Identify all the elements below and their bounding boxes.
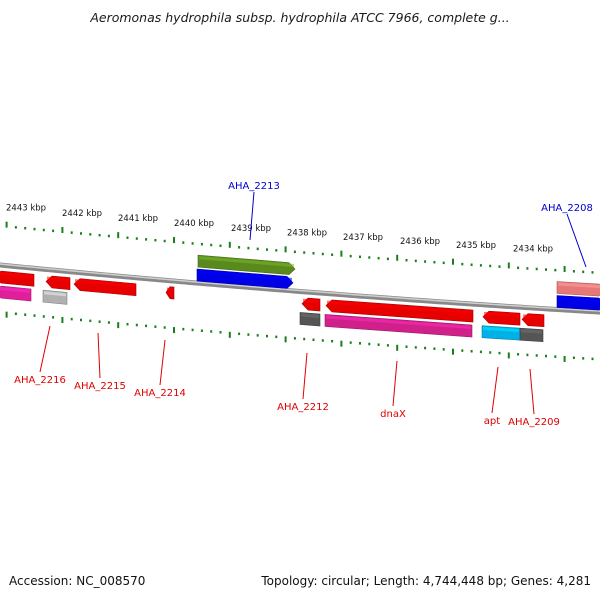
- gene-AHA_2209[interactable]: [521, 313, 545, 328]
- scale-label: 2435 kbp: [456, 241, 496, 251]
- gene-highlight: [327, 300, 472, 315]
- gene-label[interactable]: dnaX: [380, 409, 406, 420]
- gene-dnaX[interactable]: [325, 299, 474, 323]
- scale-label: 2436 kbp: [400, 237, 440, 247]
- gene-label[interactable]: AHA_2215: [74, 381, 126, 392]
- scale-label: 2443 kbp: [6, 204, 46, 214]
- gene-feature[interactable]: [519, 327, 544, 342]
- gene-feature[interactable]: [324, 314, 473, 338]
- scale-label: 2440 kbp: [174, 219, 214, 229]
- gene-highlight: [521, 329, 542, 334]
- gene-label[interactable]: AHA_2209: [508, 417, 560, 428]
- backbone-line: [0, 262, 600, 315]
- gene-highlight: [558, 296, 600, 303]
- genome-backbone: [0, 262, 600, 315]
- gene-feature[interactable]: [0, 270, 35, 287]
- gene-feature[interactable]: [299, 312, 321, 327]
- leader-line: [392, 360, 398, 407]
- gene-feature[interactable]: [0, 285, 32, 302]
- leader-line: [159, 339, 166, 386]
- gene-AHA_2213[interactable]: [197, 254, 296, 275]
- gene-highlight: [0, 286, 30, 293]
- leader-line: [39, 325, 51, 373]
- gene-label[interactable]: AHA_2214: [134, 388, 186, 399]
- gene-highlight: [326, 315, 471, 329]
- gene-highlight: [0, 271, 33, 279]
- leader-line: [566, 213, 587, 268]
- gene-label[interactable]: AHA_2213: [228, 181, 280, 192]
- leader-line: [97, 332, 101, 379]
- gene-label[interactable]: AHA_2208: [541, 203, 593, 214]
- gene-highlight: [47, 276, 69, 282]
- scale-label: 2441 kbp: [118, 214, 158, 224]
- gene-labels[interactable]: AHA_2216 AHA_2215 AHA_2214 AHA_2213 AHA_2212…: [14, 181, 593, 428]
- gene-highlight: [523, 314, 543, 319]
- leader-line: [302, 352, 308, 400]
- gene-highlight: [44, 291, 66, 297]
- scale-label: 2437 kbp: [343, 233, 383, 243]
- gene-highlight: [301, 313, 319, 318]
- genome-summary: Topology: circular; Length: 4,744,448 bp…: [261, 574, 591, 588]
- scale-label: 2434 kbp: [513, 245, 553, 255]
- leader-line: [529, 368, 535, 415]
- gene-feature[interactable]: [42, 289, 68, 305]
- gene-AHA_2208[interactable]: [556, 281, 600, 297]
- gene-feature[interactable]: [196, 268, 294, 289]
- scale-ticks-top: [5, 221, 594, 274]
- gene-highlight: [484, 311, 519, 318]
- gene-highlight: [198, 270, 292, 281]
- backbone-highlight: [0, 263, 600, 312]
- gene-feature[interactable]: [556, 295, 600, 311]
- gene-highlight: [167, 287, 173, 291]
- gene-highlight: [483, 326, 519, 333]
- gene-AHA_2215[interactable]: [73, 278, 137, 297]
- gene-highlight: [199, 256, 294, 267]
- gene-AHA_2212[interactable]: [301, 297, 321, 312]
- map-title: Aeromonas hydrophila subsp. hydrophila A…: [90, 10, 510, 25]
- gene-highlight: [75, 279, 135, 288]
- gene-feature[interactable]: [481, 325, 521, 341]
- gene-label[interactable]: AHA_2216: [14, 375, 66, 386]
- gene-features[interactable]: [0, 254, 600, 342]
- leader-line: [249, 191, 255, 241]
- gene-highlight: [558, 282, 600, 289]
- accession-label: Accession: NC_008570: [9, 574, 146, 588]
- label-leaders: [39, 191, 587, 415]
- leader-line: [491, 366, 499, 414]
- scale-label: 2442 kbp: [62, 209, 102, 219]
- gene-highlight: [303, 298, 319, 303]
- gene-AHA_2214[interactable]: [165, 286, 175, 300]
- gene-label[interactable]: AHA_2212: [277, 402, 329, 413]
- gene-AHA_2216[interactable]: [45, 275, 71, 291]
- gene-apt[interactable]: [482, 310, 521, 326]
- scale-label: 2438 kbp: [287, 228, 327, 238]
- gene-label[interactable]: apt: [484, 416, 500, 427]
- scale-ticks-bottom: [5, 311, 594, 362]
